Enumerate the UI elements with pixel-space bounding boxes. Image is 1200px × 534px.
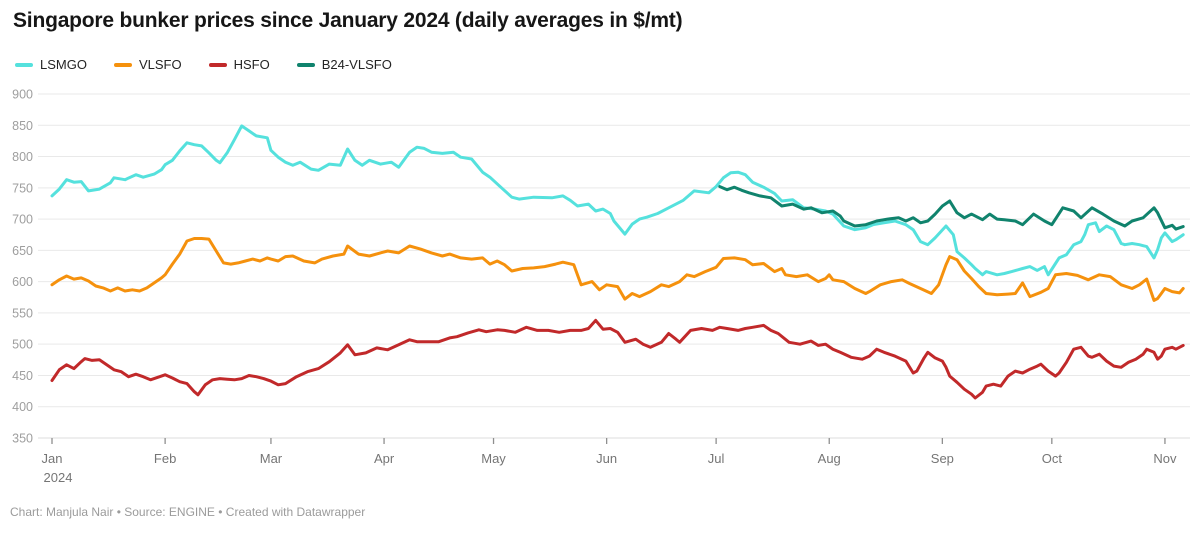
y-tick-label-700: 700 bbox=[12, 213, 33, 227]
legend-swatch-hsfo bbox=[208, 62, 227, 67]
y-tick-label-350: 350 bbox=[12, 432, 33, 446]
x-tick-label-Jul: Jul bbox=[708, 451, 725, 466]
legend-label-hsfo: HSFO bbox=[233, 57, 270, 72]
legend-label-vlsfo: VLSFO bbox=[138, 57, 182, 72]
x-tick-label-Aug: Aug bbox=[818, 451, 841, 466]
y-tick-label-550: 550 bbox=[12, 306, 33, 320]
legend-swatch-vlsfo bbox=[113, 62, 132, 67]
series-line-vlsfo bbox=[50, 237, 1185, 302]
legend-label-lsmgo: LSMGO bbox=[40, 57, 87, 72]
y-tick-label-900: 900 bbox=[12, 88, 33, 102]
x-tick-label-Jun: Jun bbox=[596, 451, 617, 466]
x-tick-label-Nov: Nov bbox=[1153, 451, 1177, 466]
x-tick-label-Jan: Jan bbox=[42, 451, 63, 466]
legend-swatch-lsmgo bbox=[15, 62, 33, 67]
x-tick-label-May: May bbox=[481, 451, 506, 466]
series-line-lsmgo bbox=[50, 124, 1185, 277]
x-axis-year-label: 2024 bbox=[44, 470, 73, 485]
legend-item-hsfo: HSFO bbox=[208, 57, 270, 72]
y-axis-labels: 900 850 800 750 700 650 600 550 500 450 400 350 bbox=[12, 88, 33, 446]
y-tick-label-850: 850 bbox=[12, 119, 33, 133]
chart-byline: Chart: Manjula Nair • Source: ENGINE • C… bbox=[10, 505, 366, 519]
series-line-hsfo bbox=[50, 318, 1185, 400]
gridlines bbox=[38, 93, 1190, 439]
series-line-b24-vlsfo bbox=[718, 185, 1185, 231]
y-tick-label-750: 750 bbox=[12, 181, 33, 195]
x-tick-label-Oct: Oct bbox=[1042, 451, 1063, 466]
x-tick-label-Mar: Mar bbox=[260, 451, 283, 466]
legend: LSMGO VLSFO HSFO B24-VLSFO bbox=[15, 57, 392, 72]
y-tick-label-450: 450 bbox=[12, 369, 33, 383]
y-tick-label-650: 650 bbox=[12, 244, 33, 258]
legend-item-vlsfo: VLSFO bbox=[113, 57, 182, 72]
chart-title: Singapore bunker prices since January 20… bbox=[13, 9, 683, 32]
x-tick-label-Sep: Sep bbox=[931, 451, 954, 466]
y-tick-label-400: 400 bbox=[12, 400, 33, 414]
legend-swatch-b24-vlsfo bbox=[296, 62, 315, 67]
legend-item-lsmgo: LSMGO bbox=[15, 57, 87, 72]
x-axis: Jan 2024 Feb Mar Apr May Jun Jul Aug Sep Oct Nov bbox=[42, 438, 1177, 485]
legend-label-b24-vlsfo: B24-VLSFO bbox=[321, 57, 392, 72]
y-tick-label-600: 600 bbox=[12, 275, 33, 289]
x-tick-label-Feb: Feb bbox=[154, 451, 176, 466]
y-tick-label-800: 800 bbox=[12, 150, 33, 164]
legend-item-b24-vlsfo: B24-VLSFO bbox=[296, 57, 392, 72]
y-tick-label-500: 500 bbox=[12, 338, 33, 352]
x-tick-label-Apr: Apr bbox=[374, 451, 395, 466]
